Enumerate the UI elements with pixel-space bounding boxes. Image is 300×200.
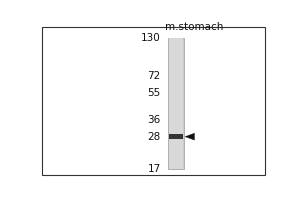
Bar [168, 38, 184, 169]
Text: m.stomach: m.stomach [165, 22, 224, 32]
Text: 130: 130 [141, 33, 161, 43]
Polygon shape [185, 133, 194, 140]
Text: 28: 28 [148, 132, 161, 142]
Bar [169, 38, 183, 169]
Bar [169, 134, 183, 139]
Text: 17: 17 [148, 164, 161, 174]
Text: 72: 72 [148, 71, 161, 81]
Text: 36: 36 [148, 115, 161, 125]
Text: 55: 55 [148, 88, 161, 98]
